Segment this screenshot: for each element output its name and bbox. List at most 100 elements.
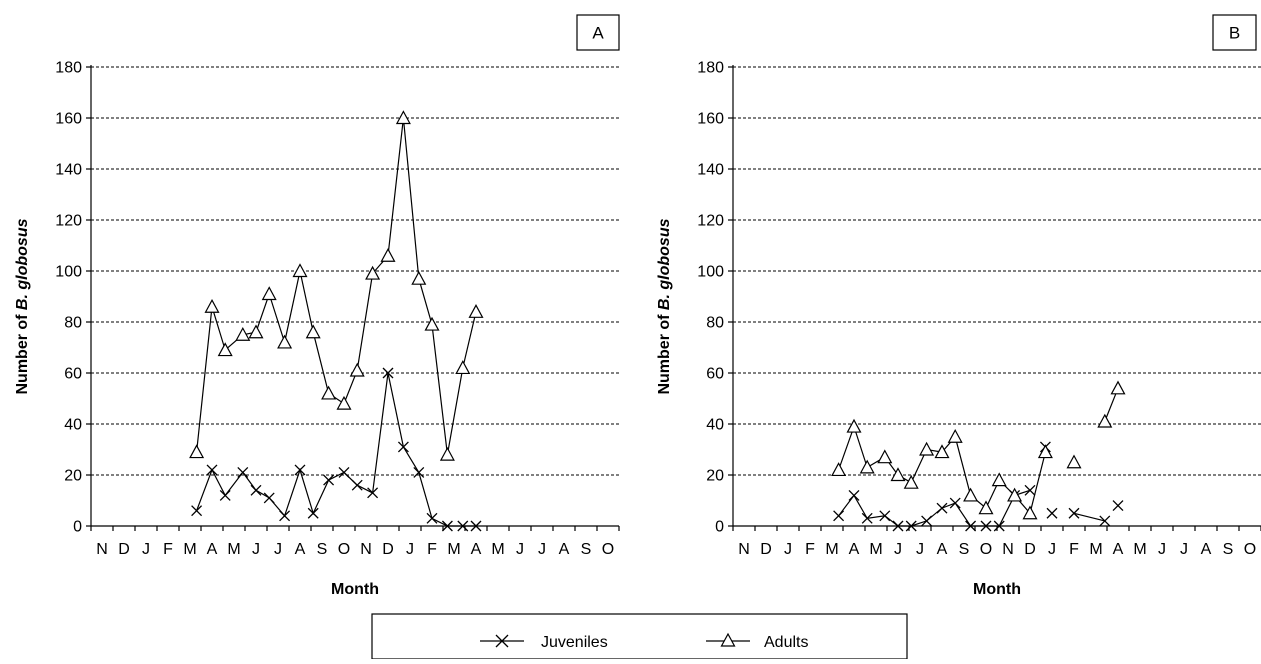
data-point-adults	[1037, 444, 1053, 459]
y-tick-label: 180	[697, 60, 724, 77]
x-stroke	[263, 492, 275, 504]
y-tick-label: 100	[697, 264, 724, 281]
x-stroke	[1112, 500, 1124, 512]
data-point-adults	[439, 446, 455, 461]
series-juveniles	[833, 441, 1124, 532]
x-tick-label: M	[825, 541, 838, 558]
x-tick-label: J	[894, 541, 902, 558]
x-stroke	[965, 520, 977, 532]
x-stroke	[206, 464, 218, 476]
y-tick-label: 40	[64, 417, 82, 434]
x-axis-title: Month	[973, 581, 1021, 598]
data-point-adults	[1110, 380, 1126, 395]
x-tick-label: M	[447, 541, 460, 558]
y-tick-label: 20	[64, 468, 82, 485]
data-point-juveniles	[338, 466, 350, 478]
x-tick-label: N	[1002, 541, 1014, 558]
x-stroke	[936, 502, 948, 514]
data-point-juveniles	[1046, 507, 1058, 519]
data-point-adults	[235, 326, 251, 341]
x-tick-label: S	[959, 541, 970, 558]
y-axis-title-species: B. globosus	[14, 218, 31, 310]
x-stroke	[457, 520, 469, 532]
data-point-juveniles	[892, 520, 904, 532]
data-point-juveniles	[993, 520, 1005, 532]
x-stroke	[470, 520, 482, 532]
x-tick-label: O	[338, 541, 350, 558]
x-stroke	[219, 489, 231, 501]
data-point-juveniles	[294, 464, 306, 476]
y-tick-label: 0	[73, 519, 82, 536]
y-tick-label: 120	[55, 213, 82, 230]
x-tick-label: J	[916, 541, 924, 558]
data-point-juveniles	[457, 520, 469, 532]
data-point-juveniles	[382, 367, 394, 379]
data-point-adults	[934, 444, 950, 459]
series-juveniles	[191, 367, 482, 532]
panel-tag-box	[1212, 14, 1257, 51]
data-point-juveniles	[833, 510, 845, 522]
x-stroke	[1068, 507, 1080, 519]
data-point-adults	[349, 362, 365, 377]
data-point-juveniles	[980, 520, 992, 532]
x-stroke	[1046, 507, 1058, 519]
data-point-adults	[217, 342, 233, 357]
data-point-adults	[978, 500, 994, 515]
x-stroke	[1099, 515, 1111, 527]
data-point-juveniles	[441, 520, 453, 532]
y-axis-title-species: B. globosus	[656, 218, 673, 310]
data-point-adults	[1097, 413, 1113, 428]
x-stroke	[905, 520, 917, 532]
y-tick-label: 20	[706, 468, 724, 485]
legend-box	[371, 613, 908, 660]
y-tick-label: 180	[55, 60, 82, 77]
y-tick-label: 120	[697, 213, 724, 230]
x-stroke	[191, 505, 203, 517]
x-tick-label: A	[559, 541, 570, 558]
data-point-juveniles	[949, 497, 961, 509]
x-stroke	[413, 466, 425, 478]
y-tick-label: 100	[55, 264, 82, 281]
data-point-adults	[411, 270, 427, 285]
data-point-adults	[947, 428, 963, 443]
y-axis-title-prefix: Number of	[14, 310, 31, 394]
data-point-adults	[1066, 454, 1082, 469]
x-tick-label: M	[183, 541, 196, 558]
data-point-adults	[189, 444, 205, 459]
y-tick-label: 80	[706, 315, 724, 332]
legend-marker-adults	[720, 632, 736, 647]
x-tick-label: O	[602, 541, 614, 558]
data-point-juveniles	[191, 505, 203, 517]
data-point-juveniles	[250, 484, 262, 496]
x-tick-label: D	[382, 541, 394, 558]
x-tick-label: A	[207, 541, 218, 558]
y-tick-label: 160	[55, 111, 82, 128]
data-point-juveniles	[879, 510, 891, 522]
x-tick-label: D	[1024, 541, 1036, 558]
data-point-adults	[365, 265, 381, 280]
data-point-juveniles	[1112, 500, 1124, 512]
data-point-adults	[292, 263, 308, 278]
x-stroke	[367, 487, 379, 499]
x-stroke	[980, 520, 992, 532]
x-stroke	[861, 512, 873, 524]
data-point-adults	[248, 324, 264, 339]
x-tick-label: S	[317, 541, 328, 558]
data-point-adults	[277, 334, 293, 349]
x-tick-label: D	[760, 541, 772, 558]
x-stroke	[921, 515, 933, 527]
x-tick-label: S	[581, 541, 592, 558]
panel-tag: A	[592, 24, 604, 43]
data-point-juveniles	[965, 520, 977, 532]
x-tick-label: A	[1201, 541, 1212, 558]
x-tick-label: J	[252, 541, 260, 558]
series-adults	[189, 110, 484, 461]
data-point-adults	[395, 110, 411, 125]
data-point-juveniles	[219, 489, 231, 501]
legend-item-adults: Adults	[706, 632, 808, 651]
data-point-juveniles	[1099, 515, 1111, 527]
data-point-juveniles	[237, 466, 249, 478]
